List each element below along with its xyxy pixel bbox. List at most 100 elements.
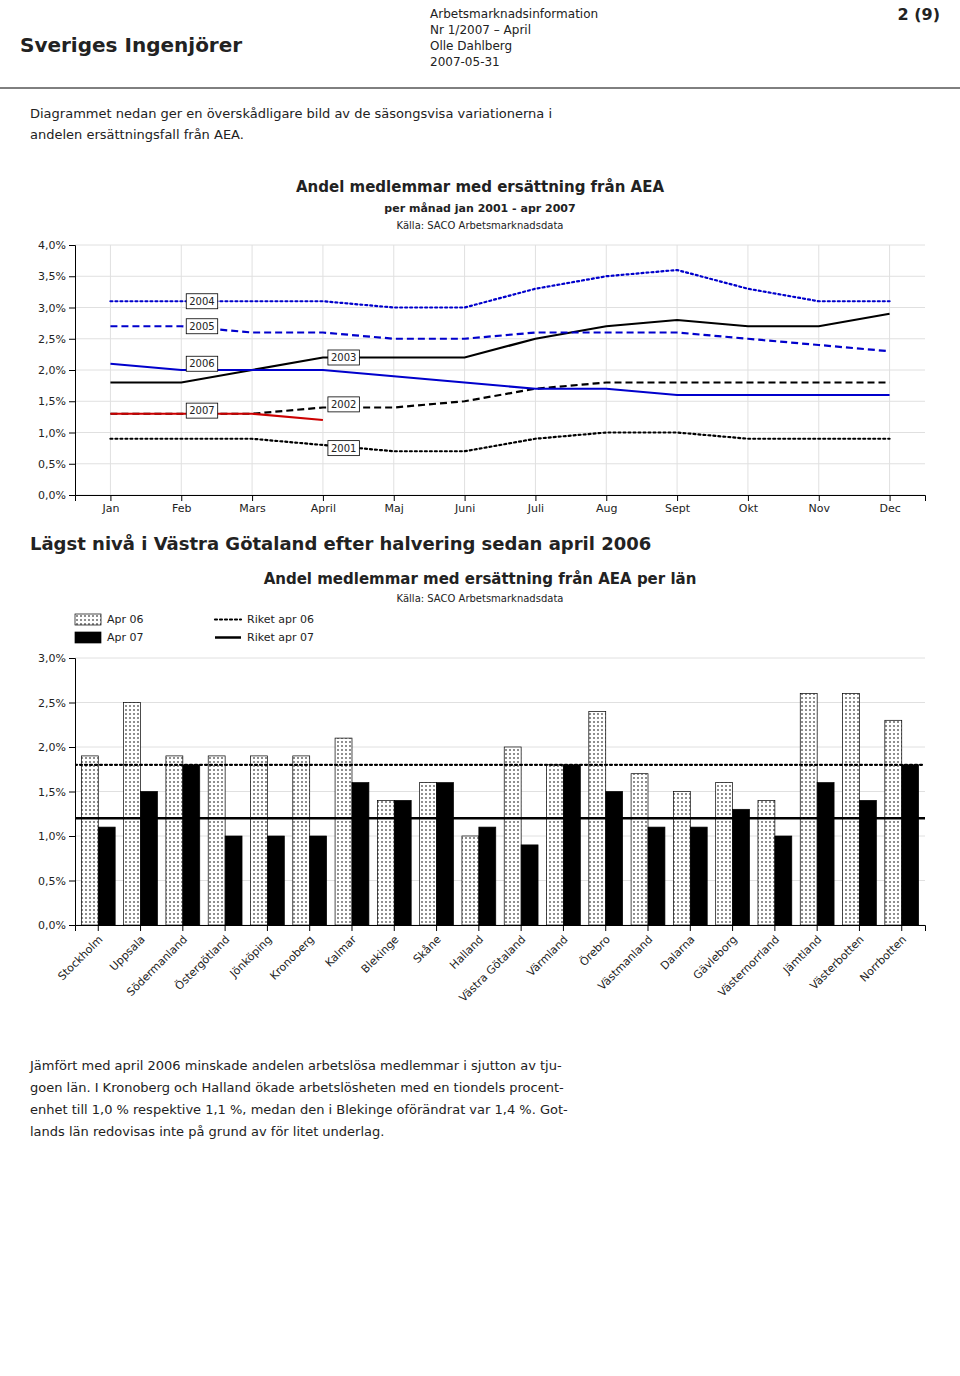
tick: 1,0% (38, 830, 75, 843)
tick-mark (774, 925, 775, 931)
bar (563, 765, 580, 925)
line (110, 314, 889, 383)
tick-mark (901, 925, 902, 931)
legend-swatch (75, 614, 101, 625)
series-label: 2005 (189, 321, 214, 332)
bar (124, 703, 141, 926)
tick: 1,5% (38, 786, 75, 799)
page: Sveriges IngenjörerArbetsmarknadsinforma… (0, 0, 960, 1376)
tick: Maj (385, 495, 404, 515)
grid-line (535, 245, 536, 495)
legend-label: Riket apr 06 (247, 613, 314, 626)
grid-line (606, 245, 607, 495)
tick: 2,0% (38, 364, 75, 377)
tick-mark (323, 495, 324, 501)
tick-label: Maj (385, 502, 404, 515)
tick-label: Jan (101, 502, 119, 515)
label-box (186, 294, 217, 309)
tick-mark (69, 308, 75, 309)
reference-line (75, 764, 925, 766)
tick-mark (748, 495, 749, 501)
series-label: 2002 (331, 399, 356, 410)
tick-mark (606, 495, 607, 501)
tick-mark (394, 925, 395, 931)
logo: Sveriges Ingenjörer (20, 33, 242, 57)
bar (352, 783, 369, 925)
intro-text: andelen ersättningsfall från AEA. (30, 127, 244, 142)
bar (606, 792, 623, 926)
tick-mark (140, 925, 141, 931)
line (110, 433, 889, 452)
tick-mark (605, 925, 606, 931)
bar (733, 809, 750, 925)
series-label: 2001 (331, 443, 356, 454)
bar (775, 836, 792, 925)
y-axis: 0,0%0,5%1,0%1,5%2,0%2,5%3,0% (38, 652, 75, 932)
tick-label: 2,0% (38, 364, 66, 377)
bar (208, 756, 225, 925)
tick: Nov (809, 495, 831, 515)
bar (183, 765, 200, 925)
tick: 2,5% (38, 697, 75, 710)
tick: Östergötland (173, 925, 233, 993)
tick-label: 2,5% (38, 697, 66, 710)
axis-line (76, 496, 926, 502)
tick: Västerbotten (807, 925, 866, 992)
tick-mark (69, 925, 75, 926)
tick: Feb (172, 495, 191, 515)
tick-mark (267, 925, 268, 931)
series-labels: 2001200220032004200520062007 (186, 294, 359, 456)
tick-label: Sept (665, 502, 691, 515)
tick-mark (648, 925, 649, 931)
label-box (186, 403, 217, 418)
tick-label: Juni (454, 502, 475, 515)
bar (885, 720, 902, 925)
tick-mark (69, 401, 75, 402)
legend-swatch (215, 636, 241, 639)
tick: Juni (454, 495, 475, 515)
tick-mark (69, 245, 75, 246)
tick-label: 0,5% (38, 458, 66, 471)
page-number: 2 (9) (898, 5, 940, 24)
tick-mark (110, 495, 111, 501)
tick-mark (69, 703, 75, 704)
bar (479, 827, 496, 925)
tick-label: Skåne (411, 933, 444, 966)
tick-mark (351, 925, 352, 931)
tick-mark (69, 370, 75, 371)
tick-mark (819, 495, 820, 501)
tick-label: 1,0% (38, 830, 66, 843)
tick-mark (859, 925, 860, 931)
tick-label: Norrbotten (857, 933, 909, 985)
tick-mark (69, 433, 75, 434)
tick-label: Uppsala (107, 933, 148, 974)
tick-label: 1,0% (38, 427, 66, 440)
line (110, 364, 889, 395)
tick: Mars (239, 495, 266, 515)
tick-label: 1,5% (38, 786, 66, 799)
bar (521, 845, 538, 925)
grid-line (75, 463, 925, 464)
tick: Jämtland (780, 925, 824, 977)
header-text: Nr 1/2007 – April (430, 23, 531, 37)
tick-mark (394, 495, 395, 501)
tick-label: Kronoberg (267, 933, 316, 982)
grid-line (75, 880, 925, 881)
tick-label: Västmanland (595, 933, 655, 993)
tick-mark (817, 925, 818, 931)
tick-label: Dalarna (658, 933, 698, 973)
header-text: Olle Dahlberg (430, 39, 512, 53)
grid-line (75, 432, 925, 433)
tick-mark (535, 495, 536, 501)
tick: 0,0% (38, 489, 75, 502)
bar (673, 792, 690, 926)
legend: Apr 06Apr 07Riket apr 06Riket apr 07 (75, 613, 314, 644)
tick: Kronoberg (267, 925, 316, 983)
tick-label: Aug (596, 502, 617, 515)
bar (902, 765, 919, 925)
label-box (186, 356, 217, 371)
tick-label: Halland (447, 933, 486, 972)
tick: Halland (447, 925, 486, 972)
tick: Västmanland (595, 925, 655, 993)
x-axis: JanFebMarsAprilMajJuniJuliAugSeptOktNovD… (76, 495, 926, 515)
